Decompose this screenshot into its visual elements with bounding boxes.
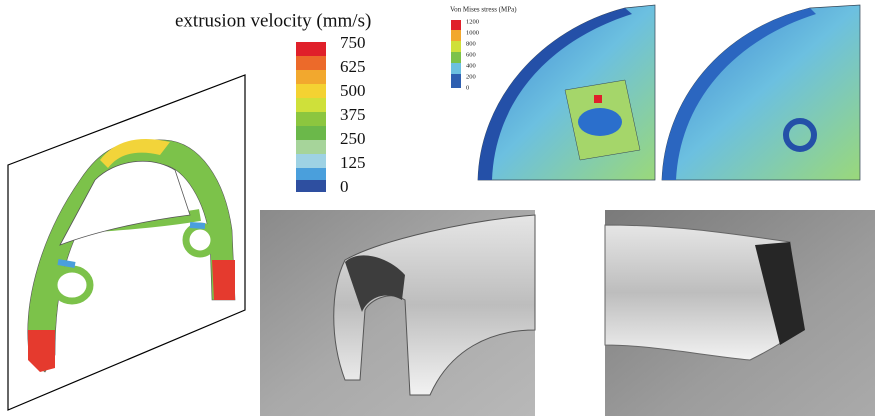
colorbar-label: 1000 — [466, 29, 479, 36]
photo-extrudate-1 — [260, 210, 535, 416]
colorbar-label: 125 — [340, 153, 366, 172]
colorbar-label: 375 — [340, 105, 366, 124]
colorbar-label: 600 — [466, 51, 476, 58]
colorbar-title: extrusion velocity (mm/s) — [175, 10, 371, 31]
colorbar-label: 400 — [466, 62, 476, 69]
stress-simulation-2 — [662, 5, 860, 180]
colorbar-label: 0 — [466, 84, 469, 91]
page: {"left_colorbar": {"title": "extrusion v… — [0, 0, 875, 416]
colorbar-label: 750 — [340, 33, 366, 52]
colorbar-label: 500 — [340, 81, 366, 100]
stress-simulation-1 — [478, 5, 655, 180]
stress-colorbar: Von Mises stress (MPa) 1200 1000 800 600… — [450, 6, 517, 92]
colorbar-label: 800 — [466, 40, 476, 47]
colorbar-label: 625 — [340, 57, 366, 76]
colorbar-label: 200 — [466, 73, 476, 80]
extrusion-simulation — [8, 75, 245, 410]
colorbar-label: 250 — [340, 129, 366, 148]
figure: extrusion velocity (mm/s) 750 625 500 37… — [0, 0, 875, 416]
colorbar-title: Von Mises stress (MPa) — [450, 6, 517, 14]
photo-extrudate-2 — [605, 210, 875, 416]
colorbar-label: 1200 — [466, 18, 479, 25]
colorbar-label: 0 — [340, 177, 349, 196]
